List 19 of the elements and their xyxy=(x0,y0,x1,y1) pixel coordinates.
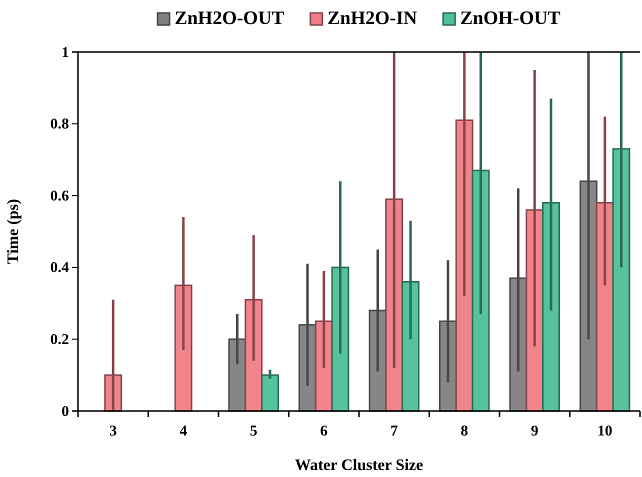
y-tick-label: 0 xyxy=(62,404,69,420)
legend-label: ZnH2O-IN xyxy=(327,8,418,29)
x-tick-label: 6 xyxy=(320,424,328,440)
y-tick-label: 0.8 xyxy=(50,116,69,133)
y-tick-label: 0.2 xyxy=(50,332,69,348)
y-tick-label: 0.4 xyxy=(50,260,70,276)
x-tick-label: 3 xyxy=(109,424,117,440)
x-tick-label: 9 xyxy=(530,424,538,440)
x-tick-label: 4 xyxy=(180,424,188,440)
x-tick-label: 7 xyxy=(390,424,398,440)
x-tick-label: 10 xyxy=(597,424,612,440)
legend-label: ZnOH-OUT xyxy=(460,8,561,29)
y-tick-label: 0.6 xyxy=(50,188,70,204)
legend-label: ZnH2O-OUT xyxy=(174,8,285,29)
x-tick-label: 8 xyxy=(460,424,468,440)
x-axis-title: Water Cluster Size xyxy=(294,457,424,474)
y-tick-label: 1 xyxy=(62,44,69,61)
y-axis-title: Time (ps) xyxy=(5,198,22,264)
x-tick-label: 5 xyxy=(250,424,258,440)
